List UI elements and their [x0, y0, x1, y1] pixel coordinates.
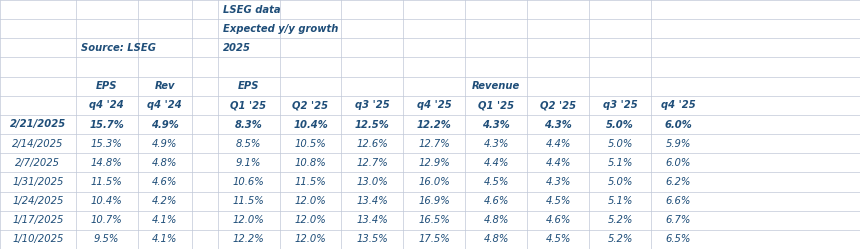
- Text: q3 '25: q3 '25: [603, 100, 637, 110]
- Text: q4 '25: q4 '25: [417, 100, 452, 110]
- Text: 12.7%: 12.7%: [357, 158, 388, 168]
- Text: 4.4%: 4.4%: [545, 158, 571, 168]
- Text: Revenue: Revenue: [472, 81, 520, 91]
- Text: 17.5%: 17.5%: [419, 234, 450, 245]
- Text: 13.5%: 13.5%: [357, 234, 388, 245]
- Text: 4.6%: 4.6%: [545, 215, 571, 225]
- Text: 5.0%: 5.0%: [607, 139, 633, 149]
- Text: 4.8%: 4.8%: [483, 215, 509, 225]
- Text: 13.4%: 13.4%: [357, 196, 388, 206]
- Text: 4.3%: 4.3%: [545, 177, 571, 187]
- Text: 12.9%: 12.9%: [419, 158, 450, 168]
- Text: 4.1%: 4.1%: [152, 215, 177, 225]
- Text: Expected y/y growth: Expected y/y growth: [223, 24, 338, 34]
- Text: 4.6%: 4.6%: [152, 177, 177, 187]
- Text: 11.5%: 11.5%: [91, 177, 122, 187]
- Text: 2/14/2025: 2/14/2025: [12, 139, 64, 149]
- Text: 6.5%: 6.5%: [666, 234, 691, 245]
- Text: 8.3%: 8.3%: [235, 120, 262, 129]
- Text: 6.7%: 6.7%: [666, 215, 691, 225]
- Text: 10.4%: 10.4%: [91, 196, 122, 206]
- Text: Rev: Rev: [155, 81, 175, 91]
- Text: 5.9%: 5.9%: [666, 139, 691, 149]
- Text: 10.5%: 10.5%: [295, 139, 326, 149]
- Text: 12.0%: 12.0%: [295, 215, 326, 225]
- Text: 14.8%: 14.8%: [91, 158, 122, 168]
- Text: 5.0%: 5.0%: [607, 177, 633, 187]
- Text: 12.5%: 12.5%: [355, 120, 390, 129]
- Text: 6.6%: 6.6%: [666, 196, 691, 206]
- Text: 4.9%: 4.9%: [150, 120, 179, 129]
- Text: 5.1%: 5.1%: [607, 196, 633, 206]
- Text: 11.5%: 11.5%: [295, 177, 326, 187]
- Text: 11.5%: 11.5%: [233, 196, 264, 206]
- Text: 16.9%: 16.9%: [419, 196, 450, 206]
- Text: 15.7%: 15.7%: [89, 120, 124, 129]
- Text: 10.7%: 10.7%: [91, 215, 122, 225]
- Text: 4.8%: 4.8%: [483, 234, 509, 245]
- Text: 2/21/2025: 2/21/2025: [9, 120, 66, 129]
- Text: 1/24/2025: 1/24/2025: [12, 196, 64, 206]
- Text: 1/17/2025: 1/17/2025: [12, 215, 64, 225]
- Text: 12.0%: 12.0%: [295, 196, 326, 206]
- Text: 12.7%: 12.7%: [419, 139, 450, 149]
- Text: 4.1%: 4.1%: [152, 234, 177, 245]
- Text: 9.1%: 9.1%: [236, 158, 261, 168]
- Text: 4.4%: 4.4%: [545, 139, 571, 149]
- Text: 5.1%: 5.1%: [607, 158, 633, 168]
- Text: 6.2%: 6.2%: [666, 177, 691, 187]
- Text: Source: LSEG: Source: LSEG: [81, 43, 156, 53]
- Text: 12.0%: 12.0%: [295, 234, 326, 245]
- Text: q4 '24: q4 '24: [147, 100, 182, 110]
- Text: 2025: 2025: [223, 43, 251, 53]
- Text: q3 '25: q3 '25: [355, 100, 390, 110]
- Text: 4.3%: 4.3%: [483, 139, 509, 149]
- Text: 4.8%: 4.8%: [152, 158, 177, 168]
- Text: 10.6%: 10.6%: [233, 177, 264, 187]
- Text: 5.0%: 5.0%: [606, 120, 634, 129]
- Text: 10.8%: 10.8%: [295, 158, 326, 168]
- Text: 10.4%: 10.4%: [293, 120, 328, 129]
- Text: Q1 '25: Q1 '25: [478, 100, 514, 110]
- Text: 16.5%: 16.5%: [419, 215, 450, 225]
- Text: 8.5%: 8.5%: [236, 139, 261, 149]
- Text: 4.2%: 4.2%: [152, 196, 177, 206]
- Text: 4.5%: 4.5%: [483, 177, 509, 187]
- Text: 13.4%: 13.4%: [357, 215, 388, 225]
- Text: q4 '24: q4 '24: [89, 100, 124, 110]
- Text: 5.2%: 5.2%: [607, 215, 633, 225]
- Text: q4 '25: q4 '25: [660, 100, 696, 110]
- Text: 4.6%: 4.6%: [483, 196, 509, 206]
- Text: Q2 '25: Q2 '25: [292, 100, 329, 110]
- Text: 4.5%: 4.5%: [545, 234, 571, 245]
- Text: 13.0%: 13.0%: [357, 177, 388, 187]
- Text: 6.0%: 6.0%: [666, 158, 691, 168]
- Text: 16.0%: 16.0%: [419, 177, 450, 187]
- Text: 5.2%: 5.2%: [607, 234, 633, 245]
- Text: EPS: EPS: [96, 81, 117, 91]
- Text: 6.0%: 6.0%: [664, 120, 692, 129]
- Text: LSEG data: LSEG data: [223, 4, 280, 15]
- Text: 12.0%: 12.0%: [233, 215, 264, 225]
- Text: 1/10/2025: 1/10/2025: [12, 234, 64, 245]
- Text: Q2 '25: Q2 '25: [540, 100, 576, 110]
- Text: 4.9%: 4.9%: [152, 139, 177, 149]
- Text: 4.5%: 4.5%: [545, 196, 571, 206]
- Text: 12.2%: 12.2%: [417, 120, 452, 129]
- Text: 12.6%: 12.6%: [357, 139, 388, 149]
- Text: 2/7/2025: 2/7/2025: [15, 158, 60, 168]
- Text: 1/31/2025: 1/31/2025: [12, 177, 64, 187]
- Text: EPS: EPS: [237, 81, 259, 91]
- Text: Q1 '25: Q1 '25: [230, 100, 267, 110]
- Text: 12.2%: 12.2%: [233, 234, 264, 245]
- Text: 4.4%: 4.4%: [483, 158, 509, 168]
- Text: 4.3%: 4.3%: [482, 120, 510, 129]
- Text: 15.3%: 15.3%: [91, 139, 122, 149]
- Text: 4.3%: 4.3%: [544, 120, 572, 129]
- Text: 9.5%: 9.5%: [94, 234, 120, 245]
